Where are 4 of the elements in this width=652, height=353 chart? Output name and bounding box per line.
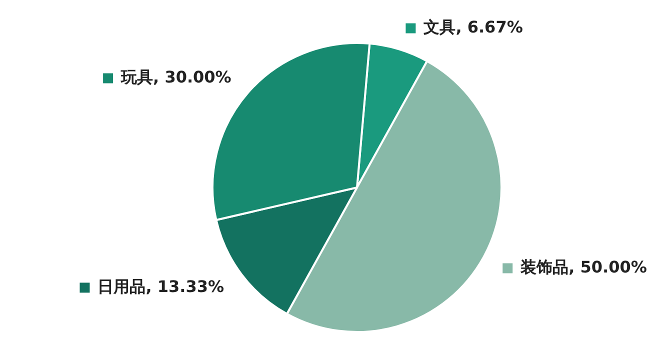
legend-label: 玩具, 30.00% <box>120 67 232 86</box>
legend-label: 装饰品, 50.00% <box>520 257 647 276</box>
legend-label: 文具, 6.67% <box>422 17 523 36</box>
legend-label: 日用品, 13.33% <box>98 276 224 296</box>
